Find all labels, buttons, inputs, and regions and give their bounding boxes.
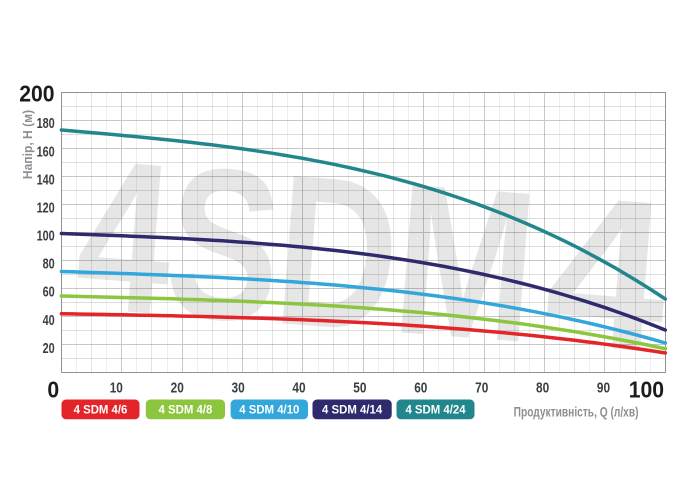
svg-text:70: 70 [475, 379, 489, 396]
svg-text:180: 180 [37, 115, 55, 132]
svg-text:120: 120 [37, 199, 55, 216]
svg-text:80: 80 [536, 379, 550, 396]
svg-text:Напір, H (м): Напір, H (м) [20, 110, 34, 179]
svg-text:0: 0 [47, 376, 59, 402]
svg-text:160: 160 [37, 143, 55, 160]
svg-text:80: 80 [43, 255, 55, 272]
svg-text:4 SDM 4/14: 4 SDM 4/14 [322, 403, 383, 416]
svg-text:4 SDM 4/8: 4 SDM 4/8 [159, 403, 213, 416]
svg-text:20: 20 [171, 379, 185, 396]
svg-text:30: 30 [232, 379, 246, 396]
svg-text:10: 10 [110, 379, 124, 396]
svg-text:4 SDM 4/6: 4 SDM 4/6 [74, 403, 128, 416]
svg-text:100: 100 [629, 376, 664, 402]
svg-text:90: 90 [597, 379, 611, 396]
svg-text:4: 4 [538, 149, 676, 398]
svg-text:60: 60 [414, 379, 428, 396]
svg-text:4 SDM 4/24: 4 SDM 4/24 [405, 403, 466, 416]
svg-text:200: 200 [19, 80, 54, 106]
svg-text:40: 40 [292, 379, 306, 396]
svg-text:Продуктивність, Q (л/хв): Продуктивність, Q (л/хв) [514, 404, 639, 420]
svg-text:D: D [268, 128, 407, 377]
svg-text:140: 140 [37, 171, 55, 188]
svg-text:60: 60 [43, 283, 55, 300]
svg-text:50: 50 [353, 379, 367, 396]
svg-text:4 SDM 4/10: 4 SDM 4/10 [239, 403, 300, 416]
svg-text:100: 100 [37, 227, 55, 244]
svg-text:40: 40 [43, 311, 55, 328]
svg-text:20: 20 [43, 339, 55, 356]
